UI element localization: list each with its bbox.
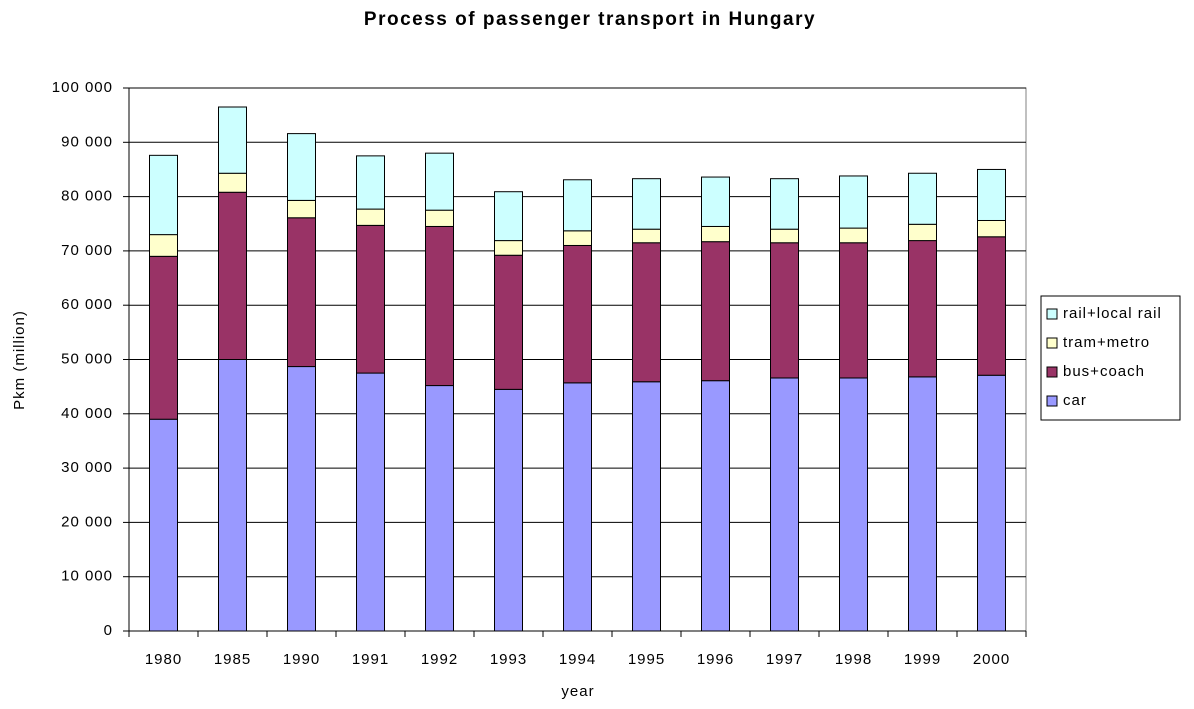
bar-segment: [218, 359, 247, 632]
y-tick-label: 0: [104, 622, 113, 639]
bar-segment: [977, 236, 1006, 376]
bar-segment: [149, 418, 178, 632]
x-tick-label: 1991: [352, 651, 389, 668]
bar-segment: [908, 240, 937, 378]
x-tick-label: 1990: [283, 651, 320, 668]
y-tick-label: 60 000: [61, 296, 113, 313]
bar-segment: [632, 381, 661, 632]
x-tick-label: 1980: [145, 651, 182, 668]
x-tick-label: 1999: [904, 651, 941, 668]
x-tick-label: 1996: [697, 651, 734, 668]
y-tick-label: 90 000: [61, 133, 113, 150]
x-tick-label: 1992: [421, 651, 458, 668]
bar-segment: [425, 152, 454, 211]
bar-segment: [356, 208, 385, 226]
bar-segment: [218, 106, 247, 174]
bar-segment: [839, 227, 868, 244]
bar-segment: [563, 382, 592, 632]
x-tick-label: 1995: [628, 651, 665, 668]
bar-segment: [425, 385, 454, 632]
legend-label: car: [1063, 392, 1087, 409]
bar-segment: [149, 255, 178, 420]
bar-segment: [563, 230, 592, 246]
y-tick-label: 20 000: [61, 513, 113, 530]
bar-segment: [356, 372, 385, 632]
bar-segment: [494, 388, 523, 632]
bar-segment: [977, 168, 1006, 221]
bar-segment: [908, 172, 937, 225]
bar-segment: [701, 380, 730, 632]
bar-segment: [287, 366, 316, 632]
bar-segment: [287, 199, 316, 219]
x-tick-label: 1997: [766, 651, 803, 668]
bar-segment: [770, 377, 799, 632]
legend-swatch: [1046, 337, 1058, 349]
bar-segment: [356, 155, 385, 210]
y-tick-label: 30 000: [61, 459, 113, 476]
y-axis-label: Pkm (million): [11, 310, 28, 410]
bar-segment: [287, 217, 316, 368]
y-tick-label: 10 000: [61, 568, 113, 585]
bar-segment: [632, 228, 661, 244]
bar-segment: [425, 225, 454, 387]
bar-segment: [494, 191, 523, 242]
bar-segment: [218, 191, 247, 360]
chart-title: Process of passenger transport in Hungar…: [364, 9, 816, 30]
y-tick-label: 40 000: [61, 405, 113, 422]
x-tick-label: 1998: [835, 651, 872, 668]
legend-box: [1040, 295, 1181, 421]
bar-segment: [770, 228, 799, 244]
x-tick-label: 1985: [214, 651, 251, 668]
x-tick-label: 2000: [973, 651, 1010, 668]
bar-segment: [632, 242, 661, 383]
x-axis-label: year: [561, 683, 594, 700]
bar-segment: [701, 176, 730, 227]
x-tick-label: 1994: [559, 651, 596, 668]
y-tick-label: 100 000: [52, 79, 113, 96]
bar-segment: [218, 172, 247, 193]
bar-segment: [977, 219, 1006, 238]
legend-swatch: [1046, 366, 1058, 378]
bar-segment: [908, 376, 937, 632]
bar-segment: [770, 178, 799, 230]
bar-segment: [701, 225, 730, 243]
bar-segment: [563, 244, 592, 384]
bar-segment: [149, 154, 178, 236]
legend-label: bus+coach: [1063, 363, 1145, 380]
bar-segment: [563, 179, 592, 232]
x-tick-label: 1993: [490, 651, 527, 668]
bar-segment: [494, 240, 523, 256]
legend-swatch: [1046, 395, 1058, 407]
y-tick-label: 50 000: [61, 350, 113, 367]
bar-segment: [425, 209, 454, 227]
bar-segment: [632, 178, 661, 230]
legend-swatch: [1046, 308, 1058, 320]
bar-segment: [770, 242, 799, 379]
y-tick-label: 70 000: [61, 242, 113, 259]
legend-label: rail+local rail: [1063, 305, 1162, 322]
bar-segment: [839, 175, 868, 229]
bar-segment: [839, 377, 868, 632]
bar-segment: [701, 241, 730, 382]
bar-segment: [977, 374, 1006, 632]
bar-segment: [287, 133, 316, 201]
bar-segment: [149, 234, 178, 257]
y-tick-label: 80 000: [61, 188, 113, 205]
bar-segment: [356, 224, 385, 374]
bar-segment: [494, 254, 523, 390]
bar-segment: [908, 223, 937, 242]
bar-segment: [839, 242, 868, 379]
legend-label: tram+metro: [1063, 334, 1150, 351]
